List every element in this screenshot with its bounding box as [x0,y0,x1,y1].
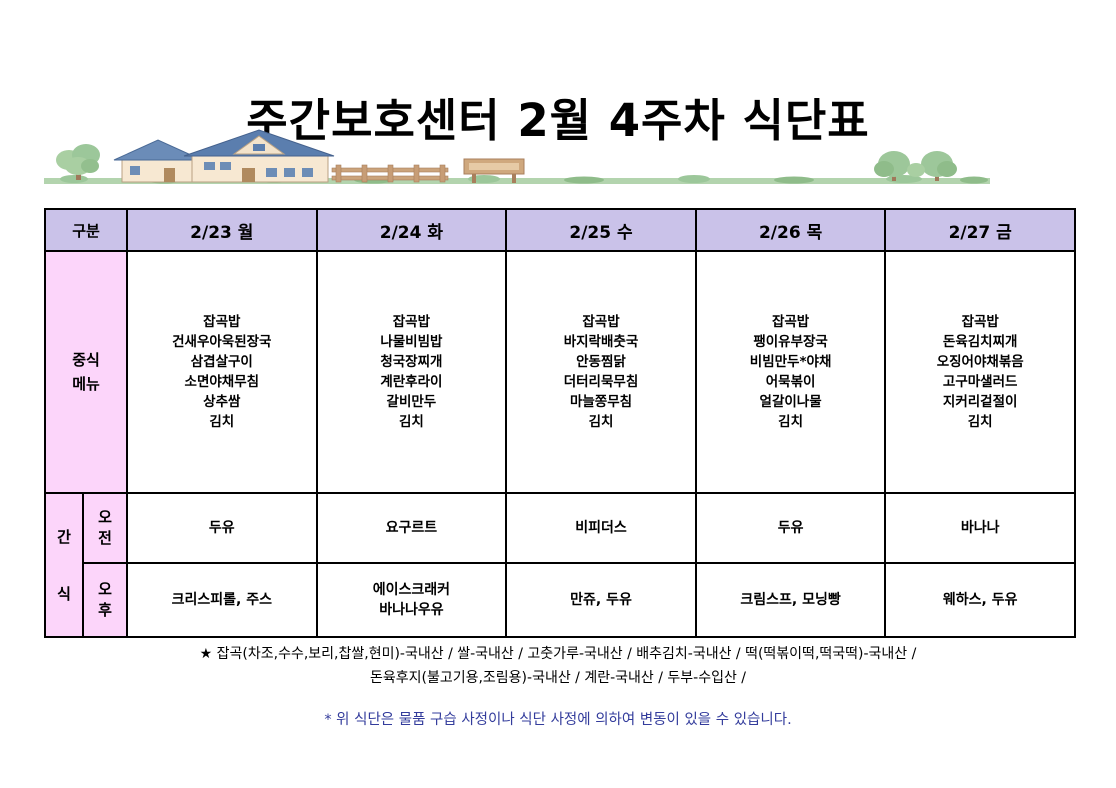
text-line: 비피더스 [575,520,627,536]
text-line: 마늘쫑무침 [569,394,633,410]
change-notice: * 위 식단은 물품 구습 사정이나 식단 사정에 의하여 변동이 있을 수 있… [324,712,792,728]
text-line: 김치 [778,414,804,430]
day-header-thu: 2/26 목 [696,210,885,250]
text-line: 나물비빔밥 [380,334,443,350]
am-snack-tue: 요구르트 [317,494,506,562]
tree-icon-right [874,151,957,181]
text-line: 두유 [208,520,235,536]
text-line: 잡곡밥 [392,314,431,330]
text-line: 안동찜닭 [576,354,626,370]
house-icon [113,129,335,183]
text-line: 건새우아욱된장국 [172,334,272,350]
text-line: 김치 [209,414,235,430]
am-snack-wed: 비피더스 [507,494,695,562]
text-line: 오징어야채볶음 [936,354,1024,370]
text-line: 만쥬, 두유 [570,592,632,608]
am-snack-fri: 바나나 [886,494,1074,562]
text-line: 돈육김치찌개 [942,334,1018,350]
day-header-tue: 2/24 화 [317,210,506,250]
text-line: 바나나우유 [379,602,444,618]
text-line: 고구마샐러드 [942,374,1018,390]
text-line: 청국장찌개 [380,354,443,370]
text-line: 오 [98,580,112,598]
text-line: 오 [98,508,112,526]
text-line: 후 [98,601,112,619]
sign-icon [463,158,525,183]
page-title: 주간보호센터 2월 4주차 식단표 [246,94,870,147]
text-line: 바지락배춧국 [563,334,639,350]
menu-table: 구분 2/23 월 2/24 화 2/25 수 2/26 목 2/27 금 중식… [44,208,1076,638]
am-snack-thu: 두유 [696,494,885,562]
text-line: 바나나 [960,520,1000,536]
pm-snack-mon: 크리스피롤, 주스 [128,564,316,636]
day-header-mon: 2/23 월 [128,210,316,250]
day-header-fri: 2/27 금 [886,210,1074,250]
text-line: 계란후라이 [380,374,443,390]
text-line: 지커리겉절이 [942,394,1018,410]
text-line: 팽이유부장국 [753,334,828,350]
text-line: 잡곡밥 [961,314,999,330]
text-line: 에이스크래커 [372,582,451,598]
origin-note-line1: ★ 잡곡(차조,수수,보리,찹쌀,현미)-국내산 / 쌀-국내산 / 고춧가루-… [199,646,917,662]
text-line: 잡곡밥 [771,314,810,330]
text-line: 김치 [588,414,614,430]
text-line: 메뉴 [72,375,100,393]
day-header-wed: 2/25 수 [507,210,695,250]
text-line: 웨하스, 두유 [942,592,1018,608]
text-line: 중식 [72,351,100,369]
text-line: 간 [57,527,71,546]
text-line: 얼갈이나물 [759,394,822,410]
text-line: 김치 [398,414,424,430]
text-line: 상추쌈 [203,394,241,410]
text-line: 갈비만두 [386,394,437,410]
text-line: 더터리묵무침 [563,374,639,390]
text-line: 크림스프, 모닝빵 [740,592,841,608]
text-line: 삼겹살구이 [190,354,253,370]
am-snack-mon: 두유 [128,494,316,562]
text-line: 잡곡밥 [203,314,241,330]
farm-illustration [44,128,990,186]
text-line: 소면야채무침 [184,374,260,390]
text-line: 김치 [967,414,993,430]
corner-header: 구분 [46,210,126,250]
text-line: 두유 [777,520,804,536]
text-line: 어묵볶이 [765,374,816,390]
farm-illustration-svg [44,129,990,184]
fence-icon [331,164,449,183]
text-line: 잡곡밥 [582,314,620,330]
tree-icon-left [56,144,100,180]
text-line: 비빔만두*야채 [749,354,832,370]
origin-note-line2: 돈육후지(불고기용,조림용)-국내산 / 계란-국내산 / 두부-수입산 / [369,670,747,686]
pm-snack-wed: 만쥬, 두유 [507,564,695,636]
text-line: 전 [98,529,112,547]
text-line: 크리스피롤, 주스 [171,592,272,608]
text-line: 식 [57,584,71,603]
pm-snack-thu: 크림스프, 모닝빵 [696,564,885,636]
pm-snack-fri: 웨하스, 두유 [886,564,1074,636]
text-line: 요구르트 [385,520,438,536]
